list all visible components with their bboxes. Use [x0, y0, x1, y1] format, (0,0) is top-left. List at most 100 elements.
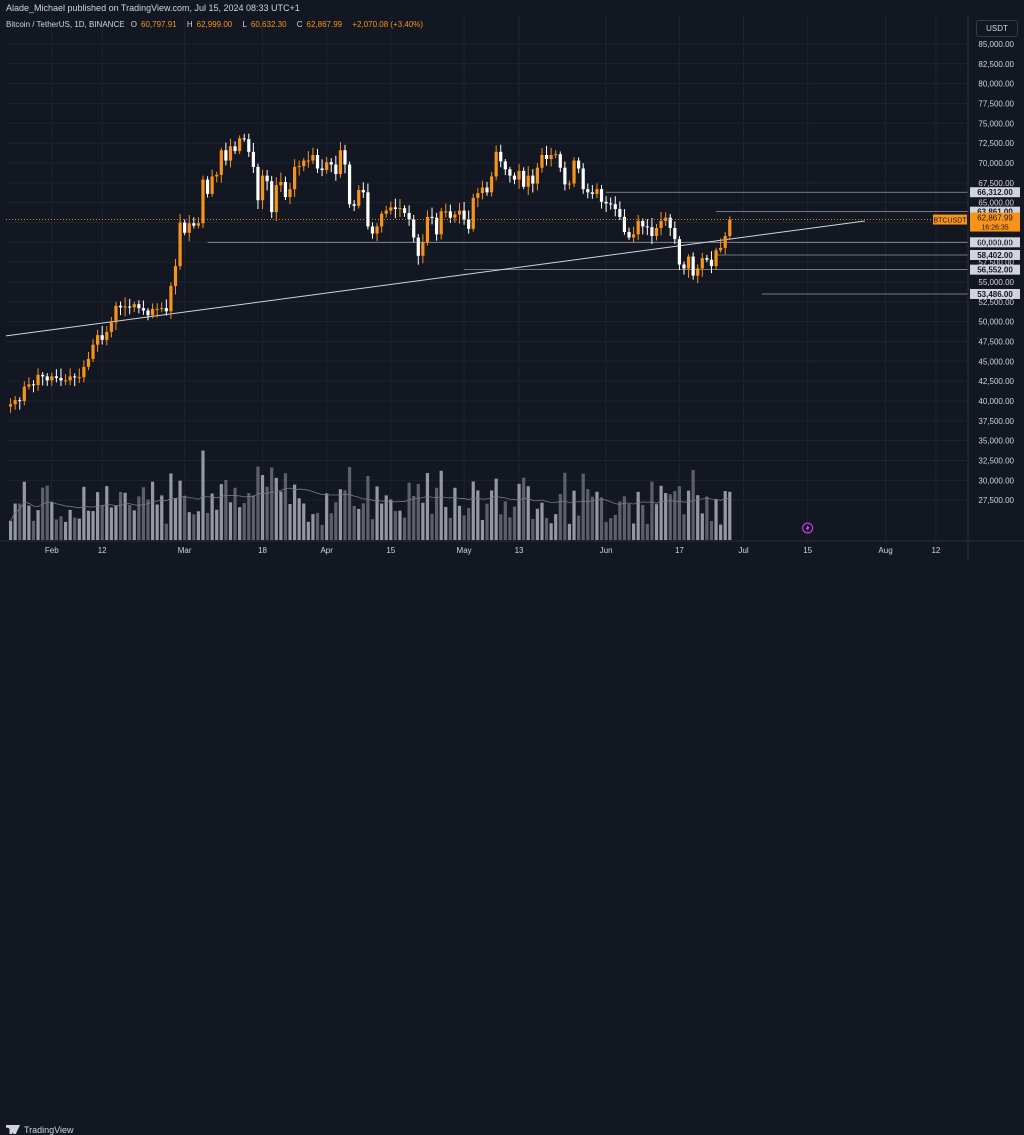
time-tick-label: 17 [675, 546, 684, 555]
level-tag-label: 58,402.00 [977, 251, 1013, 260]
candle-body [132, 304, 136, 308]
candle-body [412, 219, 416, 238]
open-label: O [130, 20, 138, 29]
volume-bar [187, 512, 191, 540]
volume-bar [31, 520, 36, 540]
volume-bar [283, 473, 288, 540]
volume-bar [311, 514, 315, 540]
price-axis[interactable]: 85,000.00 82,500.00 80,000.00 77,500.00 75,0… [967, 16, 1015, 560]
candle-body [238, 138, 242, 152]
candle-body [100, 335, 104, 340]
candle-body [549, 155, 553, 159]
volume-bar [260, 475, 265, 540]
volume-bar [338, 489, 343, 540]
volume-bar [567, 523, 572, 540]
volume-bar [178, 480, 182, 540]
candle-body [494, 151, 498, 177]
volume-bar [682, 514, 686, 540]
candle-body [325, 162, 329, 171]
footer: TradingView [0, 560, 1024, 1135]
price-tick-label: 32,500.00 [978, 456, 1014, 465]
volume-bar [242, 503, 246, 540]
volume-bars [8, 450, 732, 540]
candle-body [50, 376, 54, 381]
volume-bar [132, 510, 136, 540]
candle-body [723, 235, 727, 248]
volume-bar [476, 490, 480, 540]
volume-bar [36, 510, 40, 540]
volume-bar [696, 495, 700, 540]
high-label: H [186, 20, 193, 29]
volume-bar [517, 483, 521, 540]
candle-body [535, 167, 539, 184]
candle-body [402, 208, 407, 213]
currency-selector[interactable]: USDT [976, 20, 1018, 37]
candle-body [380, 213, 384, 227]
volume-bar [128, 504, 132, 540]
volume-ma-line [10, 487, 730, 522]
candle-body [169, 285, 173, 312]
candle-body [462, 210, 466, 220]
price-tick-label: 40,000.00 [978, 397, 1014, 406]
volume-bar [540, 502, 544, 540]
candle-body [522, 170, 526, 187]
candle-body [160, 308, 164, 310]
volume-bar [700, 513, 704, 540]
tradingview-logo[interactable]: TradingView [6, 1125, 74, 1135]
candle-body [517, 170, 521, 180]
volume-bar [63, 521, 68, 540]
volume-bar [219, 484, 223, 540]
candle-body [641, 220, 645, 227]
candle-body [270, 181, 274, 213]
price-tick-label: 37,500.00 [978, 417, 1014, 426]
time-tick-label: 12 [931, 546, 940, 555]
candle-body [187, 223, 191, 233]
volume-bar [265, 486, 269, 540]
candle-body [654, 228, 659, 236]
candles [8, 133, 732, 413]
candle-body [485, 187, 489, 193]
candle-body [416, 237, 420, 256]
candle-body [315, 155, 320, 169]
volume-bar [123, 492, 127, 540]
volume-bar [352, 505, 356, 540]
price-tick-label: 72,500.00 [978, 139, 1014, 148]
candle-body [105, 331, 109, 340]
candle-body [210, 176, 214, 194]
price-tick-label: 55,000.00 [978, 278, 1014, 287]
volume-bar [462, 515, 466, 540]
volume-bar [96, 492, 100, 540]
candle-body [577, 160, 581, 169]
volume-bar [402, 517, 407, 540]
price-tick-label: 57,500.00 [978, 258, 1014, 267]
candle-body [604, 201, 608, 204]
time-axis[interactable]: Feb 12 Mar 18 Apr 15 May 13 Jun 17 Jul 15 Aug 12 [0, 540, 1024, 555]
volume-bar [435, 487, 439, 540]
volume-bar [164, 523, 168, 540]
volume-bar [604, 522, 608, 540]
candle-body [183, 222, 187, 233]
time-tick-label: 15 [803, 546, 812, 555]
volume-bar [91, 511, 95, 540]
candle-body [398, 208, 402, 210]
volume-bar [398, 510, 402, 540]
candle-body [41, 374, 45, 377]
volume-bar [41, 487, 45, 540]
candle-body [572, 160, 576, 184]
volume-bar [480, 520, 485, 540]
trendline[interactable] [5, 220, 865, 337]
volume-bar [691, 470, 695, 540]
volume-bar [457, 505, 462, 540]
level-tag [970, 249, 1020, 260]
candle-body [554, 154, 558, 156]
symbol-name[interactable]: Bitcoin / TetherUS, 1D, BINANCE [6, 20, 125, 29]
volume-bar [292, 484, 297, 540]
volume-bar [425, 472, 430, 540]
volume-bar [297, 498, 301, 540]
time-tick-label: 18 [258, 546, 267, 555]
price-tick-label: 30,000.00 [978, 476, 1014, 485]
time-tick-label: Feb [45, 546, 59, 555]
price-chart[interactable]: 66,312.00 63,861.00 60,000.00 58,402.00 56,5… [0, 0, 1024, 581]
volume-bar [201, 450, 205, 540]
candle-body [361, 189, 365, 193]
